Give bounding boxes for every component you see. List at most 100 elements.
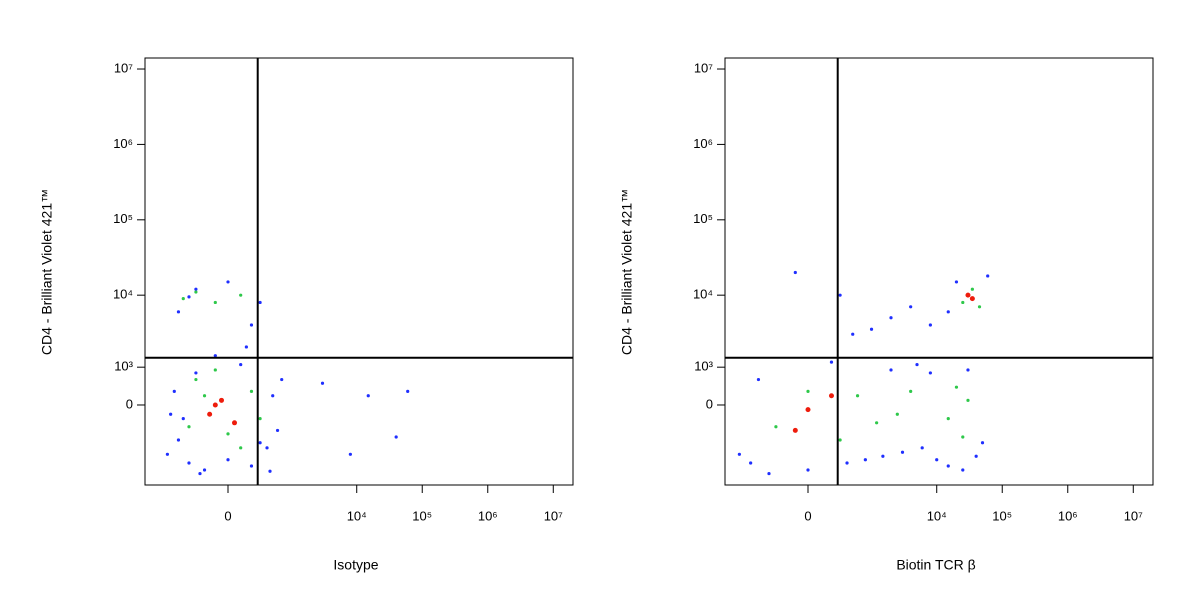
- event-dot: [194, 287, 198, 291]
- y-tick-label: 10³: [114, 359, 133, 374]
- event-dot: [749, 461, 753, 465]
- x-tick-label: 10⁴: [347, 508, 367, 523]
- y-tick-label: 10⁶: [693, 136, 713, 151]
- event-dot: [851, 332, 855, 336]
- event-dot: [966, 398, 970, 402]
- event-dot: [737, 452, 741, 456]
- event-dot: [268, 469, 272, 473]
- event-dot: [974, 454, 978, 458]
- event-dot: [226, 432, 230, 436]
- event-dot: [176, 438, 181, 442]
- event-dot: [366, 394, 370, 398]
- event-dot: [767, 471, 771, 476]
- event-dot: [249, 389, 254, 393]
- x-axis-label: Biotin TCR β: [896, 557, 975, 573]
- event-dot: [977, 305, 982, 309]
- event-dot: [986, 274, 990, 278]
- event-dot: [793, 270, 797, 275]
- event-dot: [258, 441, 262, 445]
- event-dot: [829, 360, 834, 364]
- event-dot: [869, 327, 874, 331]
- plot: 0 10⁴ 10⁵ 10⁶ 10⁷ 0 10³ 10⁴ 10⁵ 10⁶ 10⁷ Isotype CD4 …: [39, 57, 574, 573]
- event-dot: [394, 435, 398, 439]
- event-dot: [202, 468, 207, 472]
- event-dot: [838, 438, 842, 442]
- event-dot: [889, 316, 893, 320]
- event-dot: [239, 446, 243, 450]
- event-dot: [828, 393, 834, 399]
- x-axis-label: Isotype: [333, 557, 378, 573]
- event-dot: [805, 407, 811, 413]
- y-tick-label: 10⁴: [693, 287, 713, 302]
- event-dot: [855, 394, 860, 398]
- y-axis-label: CD4 - Brilliant Violet 421™: [619, 189, 635, 355]
- event-dot: [909, 305, 913, 309]
- y-tick-label: 10⁴: [113, 287, 133, 302]
- event-dot: [207, 411, 213, 417]
- event-dot: [954, 385, 959, 389]
- event-dot: [320, 381, 325, 385]
- event-dot: [946, 417, 950, 421]
- event-dot: [845, 461, 849, 465]
- event-dot: [194, 290, 198, 294]
- event-dot: [961, 468, 965, 472]
- event-dot: [239, 362, 243, 367]
- event-dot: [226, 458, 230, 462]
- y-tick-label: 10⁶: [113, 136, 133, 151]
- event-dot: [348, 452, 352, 456]
- event-dot: [863, 458, 867, 462]
- event-dot: [194, 371, 198, 375]
- event-dot: [946, 310, 950, 314]
- event-dot: [935, 458, 939, 462]
- x-tick-label: 0: [804, 508, 811, 523]
- event-dot: [165, 452, 169, 456]
- y-tick-label: 10³: [694, 359, 713, 374]
- event-dot: [187, 461, 191, 465]
- event-dot: [249, 323, 254, 327]
- event-dot: [176, 310, 181, 314]
- event-dot: [838, 293, 842, 297]
- event-dot: [806, 468, 810, 472]
- y-tick-label: 10⁵: [113, 211, 133, 226]
- y-tick-label: 0: [706, 396, 713, 411]
- event-dot: [946, 464, 950, 468]
- y-tick-label: 10⁵: [693, 211, 713, 226]
- event-dot: [806, 389, 810, 393]
- event-dot: [271, 394, 275, 398]
- event-dot: [915, 362, 919, 367]
- event-dot: [232, 420, 238, 426]
- y-tick-label: 10⁷: [694, 60, 713, 75]
- x-tick-label: 10⁴: [927, 508, 947, 523]
- event-dot: [213, 300, 217, 305]
- event-dot: [965, 292, 971, 298]
- event-dot: [909, 389, 913, 393]
- event-dot: [213, 368, 217, 372]
- event-dot: [792, 427, 798, 433]
- x-tick-label: 10⁶: [478, 508, 498, 523]
- event-dot: [280, 377, 284, 382]
- event-dot: [194, 377, 198, 382]
- event-dot: [774, 425, 778, 429]
- event-dot: [198, 471, 202, 476]
- event-dot: [928, 323, 932, 327]
- event-dot: [258, 300, 262, 305]
- event-dot: [244, 345, 248, 349]
- plot: 0 10⁴ 10⁵ 10⁶ 10⁷ 0 10³ 10⁴ 10⁵ 10⁶ 10⁷ Biotin TCR …: [619, 57, 1154, 573]
- event-dot: [961, 300, 965, 305]
- event-dot: [212, 402, 218, 408]
- plot-frame: [144, 57, 574, 486]
- event-dot: [881, 454, 885, 458]
- event-dot: [980, 441, 985, 445]
- event-dot: [756, 377, 761, 382]
- event-dot: [889, 368, 893, 372]
- event-dot: [969, 296, 975, 302]
- event-dot: [928, 371, 932, 375]
- event-dot: [900, 450, 905, 454]
- x-tick-label: 10⁵: [412, 508, 432, 523]
- x-tick-label: 10⁶: [1058, 508, 1078, 523]
- y-axis-label: CD4 - Brilliant Violet 421™: [39, 189, 55, 355]
- event-dot: [213, 354, 217, 358]
- event-dot: [249, 464, 254, 468]
- event-dot: [920, 446, 924, 450]
